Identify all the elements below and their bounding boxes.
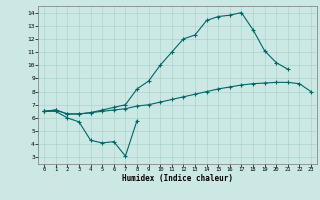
- X-axis label: Humidex (Indice chaleur): Humidex (Indice chaleur): [122, 174, 233, 183]
